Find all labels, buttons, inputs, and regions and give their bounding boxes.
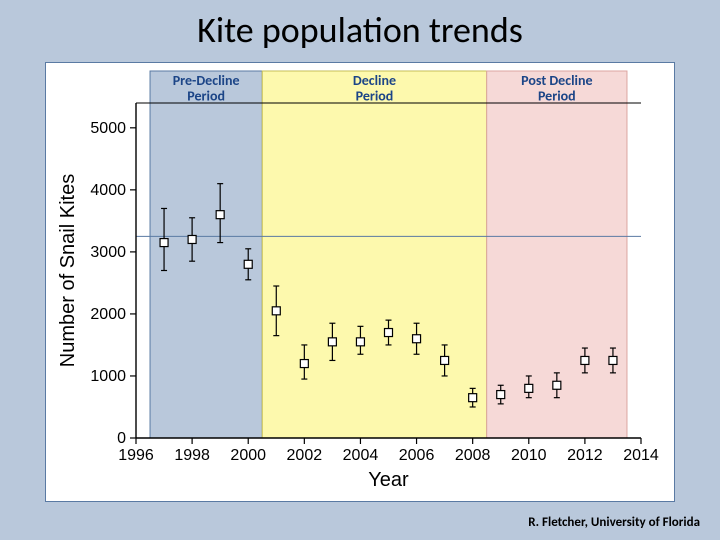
y-tick-label: 5000 xyxy=(90,120,126,137)
period-label: DeclinePeriod xyxy=(353,72,396,104)
data-point xyxy=(413,335,421,343)
chart-container: Pre-DeclinePeriodDeclinePeriodPost Decli… xyxy=(45,62,675,502)
slide-title: Kite population trends xyxy=(0,8,720,52)
data-point xyxy=(328,338,336,346)
x-tick-label: 2012 xyxy=(567,447,603,464)
population-chart: Pre-DeclinePeriodDeclinePeriodPost Decli… xyxy=(46,63,676,503)
data-point xyxy=(272,307,280,315)
data-point xyxy=(441,356,449,364)
slide: Kite population trends Pre-DeclinePeriod… xyxy=(0,0,720,540)
data-point xyxy=(188,235,196,243)
data-point xyxy=(160,239,168,247)
y-tick-label: 3000 xyxy=(90,244,126,261)
x-tick-label: 2014 xyxy=(623,447,659,464)
y-tick-label: 2000 xyxy=(90,306,126,323)
data-point xyxy=(469,394,477,402)
x-axis-label: Year xyxy=(368,469,409,491)
y-tick-label: 1000 xyxy=(90,368,126,385)
period-region xyxy=(262,103,486,438)
data-point xyxy=(609,356,617,364)
data-point xyxy=(356,338,364,346)
data-point xyxy=(553,381,561,389)
credit-text: R. Fletcher, University of Florida xyxy=(528,515,700,530)
y-tick-label: 4000 xyxy=(90,182,126,199)
y-axis-label: Number of Snail Kites xyxy=(57,174,79,367)
x-tick-label: 1996 xyxy=(118,447,154,464)
data-point xyxy=(385,329,393,337)
x-tick-label: 2000 xyxy=(230,447,266,464)
x-tick-label: 1998 xyxy=(174,447,210,464)
data-point xyxy=(497,391,505,399)
x-tick-label: 2002 xyxy=(287,447,323,464)
data-point xyxy=(525,384,533,392)
x-tick-label: 2010 xyxy=(511,447,547,464)
x-tick-label: 2006 xyxy=(399,447,435,464)
data-point xyxy=(581,356,589,364)
data-point xyxy=(244,260,252,268)
data-point xyxy=(216,211,224,219)
x-tick-label: 2004 xyxy=(343,447,379,464)
y-tick-label: 0 xyxy=(117,430,126,447)
x-tick-label: 2008 xyxy=(455,447,491,464)
data-point xyxy=(300,360,308,368)
